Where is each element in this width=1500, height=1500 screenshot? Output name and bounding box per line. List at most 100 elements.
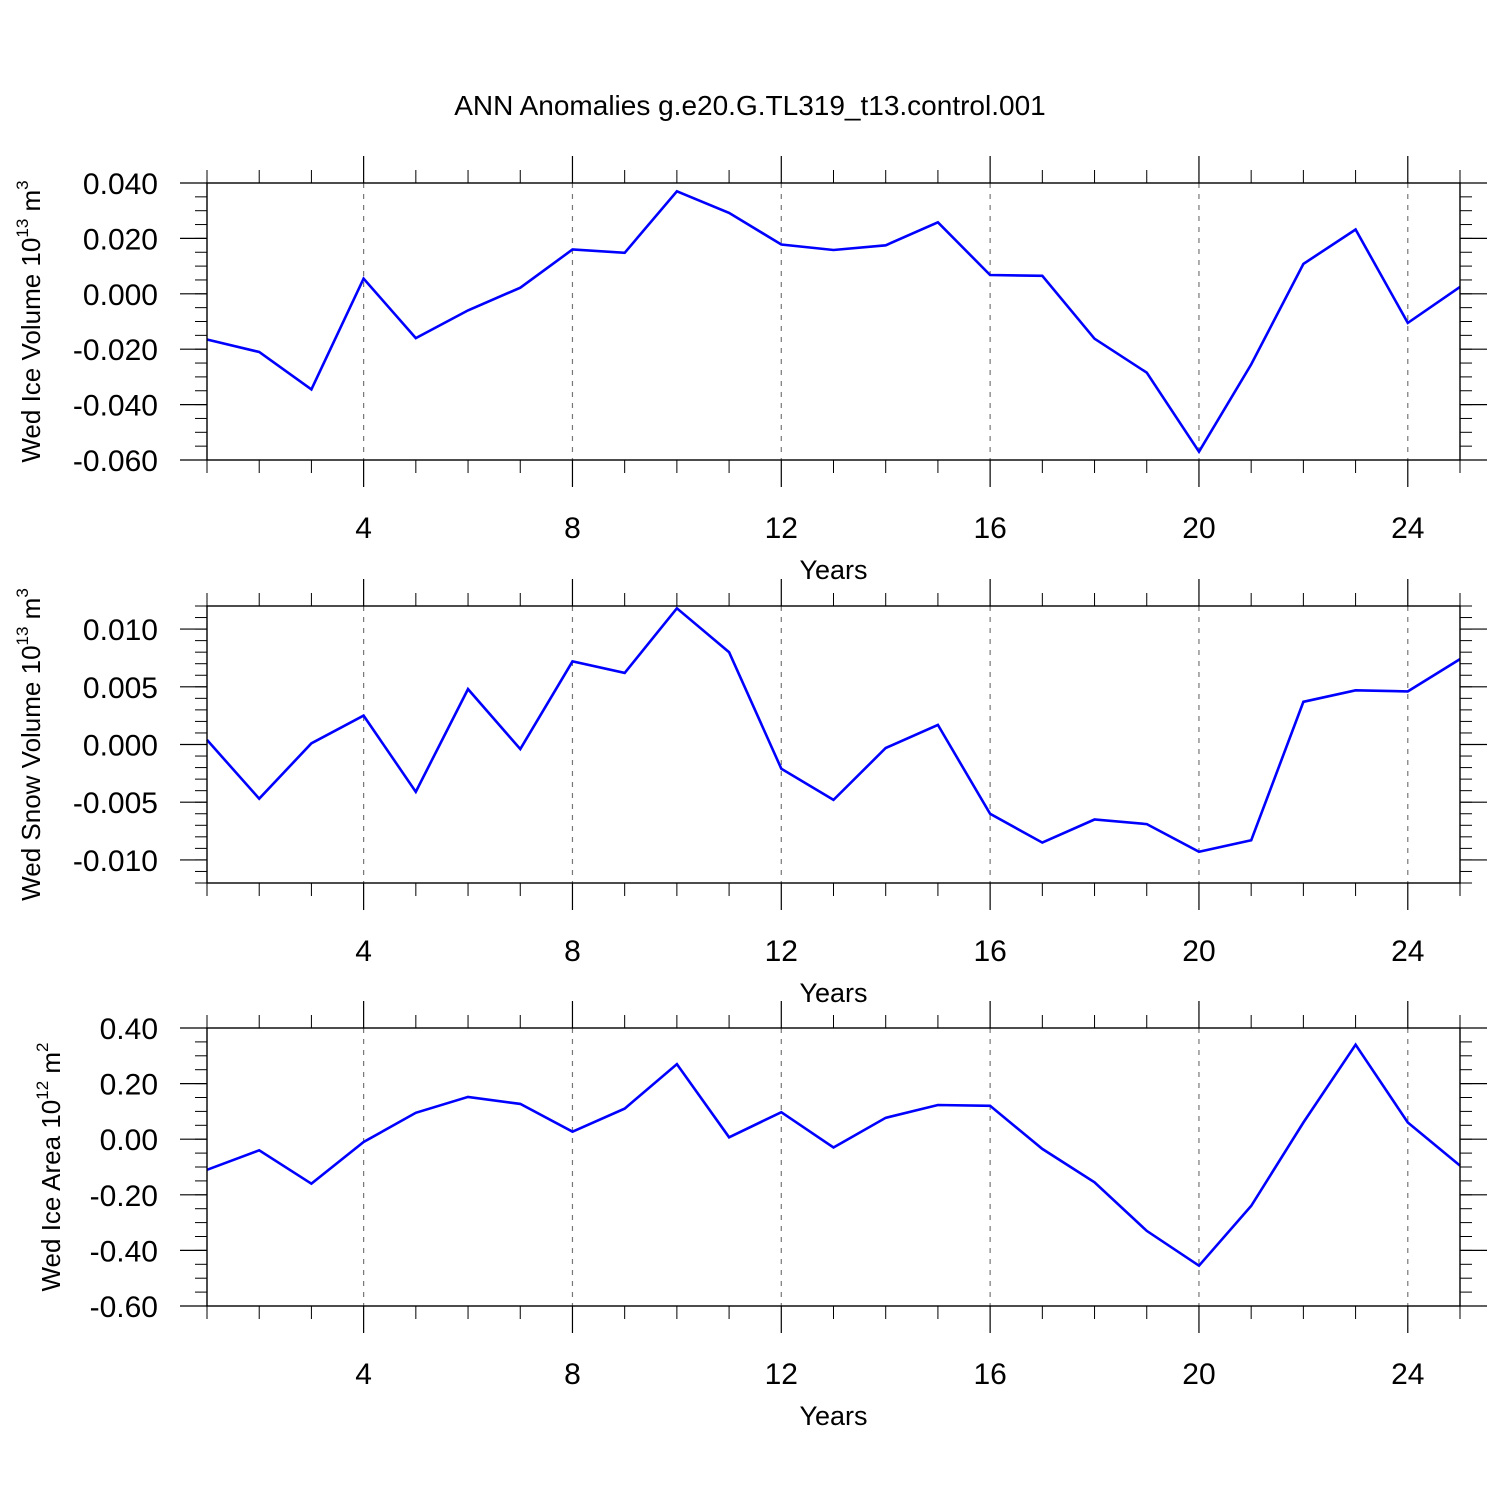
data-point xyxy=(884,1116,888,1120)
plot-frame xyxy=(206,605,1461,884)
data-point xyxy=(257,350,261,354)
data-point xyxy=(1197,450,1201,454)
panel-snow-volume: 0.010 0.005 0.000 -0.005 -0.010 4 8 12 16 20 24 Yea… xyxy=(13,579,1487,1008)
data-point xyxy=(1145,822,1149,826)
x-tick-label: 20 xyxy=(1182,935,1215,968)
x-tick-label: 24 xyxy=(1391,935,1424,968)
y-tick-label: 0.40 xyxy=(100,1013,158,1046)
x-tick-label: 12 xyxy=(765,1358,798,1391)
y-tick-label: 0.005 xyxy=(83,672,158,705)
data-point xyxy=(1145,1229,1149,1233)
y-tick-label: 0.010 xyxy=(83,614,158,647)
data-point xyxy=(1145,371,1149,375)
x-tick-label: 8 xyxy=(564,1358,581,1391)
panel-ice-volume: 0.040 0.020 0.000 -0.020 -0.040 -0.060 4 8 12 16 2… xyxy=(13,156,1487,585)
data-point xyxy=(362,1140,366,1144)
x-tick-label: 24 xyxy=(1391,1358,1424,1391)
y-axis-label-superscript: 3 xyxy=(13,588,32,597)
panel-ice-area: 0.40 0.20 0.00 -0.20 -0.40 -0.60 4 8 12 16 20 24 Yea… xyxy=(33,1001,1487,1431)
data-point xyxy=(936,1103,940,1107)
data-point xyxy=(832,798,836,802)
x-tick-label: 8 xyxy=(564,935,581,968)
x-tick-label: 12 xyxy=(765,512,798,545)
y-tick-label: -0.020 xyxy=(73,334,158,367)
data-point xyxy=(362,277,366,281)
data-point xyxy=(362,714,366,718)
y-tick-label: -0.010 xyxy=(73,845,158,878)
data-point xyxy=(570,1130,574,1134)
series-line-ice-area xyxy=(206,1042,1461,1268)
data-point xyxy=(988,1104,992,1108)
data-point xyxy=(570,247,574,251)
y-axis-label-superscript: 3 xyxy=(13,180,32,189)
data-point xyxy=(936,723,940,727)
data-point xyxy=(988,273,992,277)
y-tick-label: 0.00 xyxy=(100,1124,158,1157)
x-tick-label: 20 xyxy=(1182,512,1215,545)
x-tick-label: 4 xyxy=(355,512,372,545)
y-tick-label: -0.060 xyxy=(73,445,158,478)
y-axis-label: Wed Snow Volume 1013 m3 xyxy=(13,588,46,901)
y-axis-label: Wed Ice Volume 1013 m3 xyxy=(13,180,46,462)
data-point xyxy=(623,1107,627,1111)
data-point xyxy=(779,1110,783,1114)
data-point xyxy=(884,746,888,750)
y-tick-label: 0.20 xyxy=(100,1069,158,1102)
plot-frame xyxy=(206,1027,1461,1307)
y-axis-label: Wed Ice Area 1012 m2 xyxy=(33,1042,66,1291)
data-point xyxy=(309,741,313,745)
data-point xyxy=(309,1182,313,1186)
data-point xyxy=(1406,1121,1410,1125)
data-point xyxy=(1040,274,1044,278)
plot-frame xyxy=(206,182,1461,461)
data-point xyxy=(414,1111,418,1115)
data-point xyxy=(1406,689,1410,693)
x-axis-label: Years xyxy=(799,978,867,1008)
data-point xyxy=(1406,321,1410,325)
data-point xyxy=(466,1095,470,1099)
page-title: ANN Anomalies g.e20.G.TL319_t13.control.… xyxy=(454,90,1046,121)
data-point xyxy=(832,1146,836,1150)
data-point xyxy=(727,1135,731,1139)
y-tick-label: -0.40 xyxy=(90,1235,158,1268)
y-tick-label: -0.040 xyxy=(73,390,158,423)
y-tick-label: 0.020 xyxy=(83,223,158,256)
data-point xyxy=(518,1102,522,1106)
y-axis-label-superscript: 13 xyxy=(13,627,32,646)
series-line-ice-volume xyxy=(206,189,1461,455)
data-point xyxy=(1354,228,1358,232)
y-tick-label: 0.000 xyxy=(83,730,158,763)
y-axis-label-part: Wed Snow Volume 10 xyxy=(16,645,46,900)
data-point xyxy=(988,812,992,816)
data-point xyxy=(518,286,522,290)
data-point xyxy=(1093,337,1097,341)
y-tick-label: -0.20 xyxy=(90,1180,158,1213)
y-tick-label: -0.005 xyxy=(73,787,158,820)
x-axis-label: Years xyxy=(799,555,867,585)
data-point xyxy=(936,220,940,224)
data-point xyxy=(1354,1043,1358,1047)
data-point xyxy=(1093,818,1097,822)
y-axis-label-superscript: 12 xyxy=(33,1081,52,1100)
y-axis-label-superscript: 2 xyxy=(33,1042,52,1051)
x-tick-label: 4 xyxy=(355,935,372,968)
y-axis-label-part: Wed Ice Area 10 xyxy=(36,1100,66,1292)
y-axis-label-part: Wed Ice Volume 10 xyxy=(16,238,46,463)
x-tick-label: 24 xyxy=(1391,512,1424,545)
data-point xyxy=(1093,1180,1097,1184)
data-point xyxy=(1301,700,1305,704)
data-point xyxy=(832,248,836,252)
x-tick-label: 8 xyxy=(564,512,581,545)
data-point xyxy=(727,211,731,215)
y-tick-label: 0.040 xyxy=(83,168,158,201)
data-point xyxy=(727,650,731,654)
x-axis-label: Years xyxy=(799,1401,867,1431)
y-axis-label-part: m xyxy=(16,190,46,219)
data-point xyxy=(779,767,783,771)
y-tick-label: -0.60 xyxy=(90,1291,158,1324)
data-point xyxy=(1197,1264,1201,1268)
data-point xyxy=(1249,838,1253,842)
data-point xyxy=(623,251,627,255)
data-point xyxy=(675,1062,679,1066)
